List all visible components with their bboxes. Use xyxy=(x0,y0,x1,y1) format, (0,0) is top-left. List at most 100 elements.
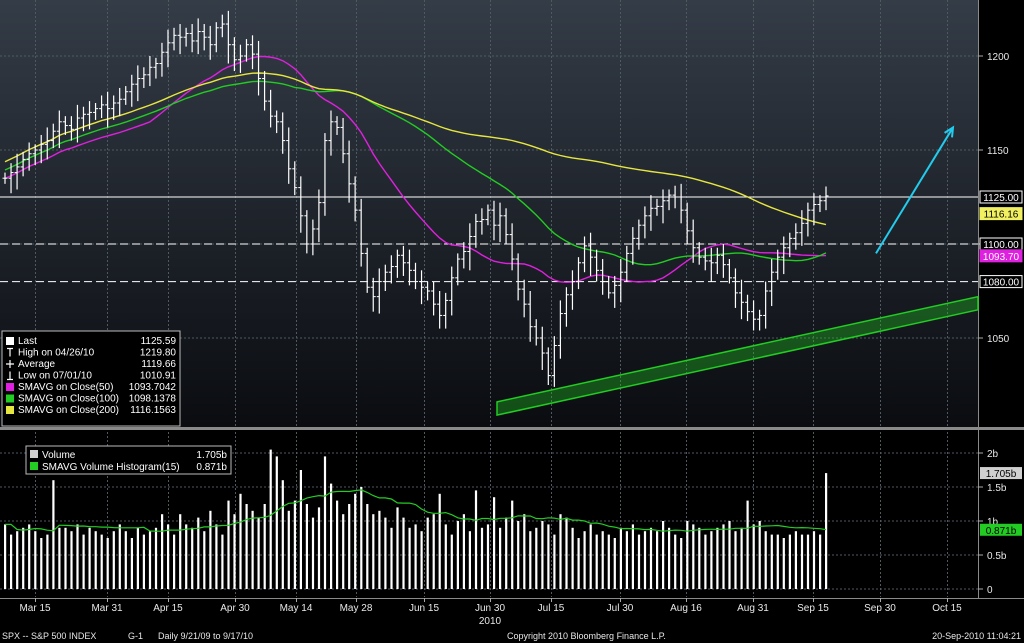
volume-bar xyxy=(710,531,713,589)
volume-bar xyxy=(662,521,665,589)
volume-bars xyxy=(4,449,828,589)
volume-bar xyxy=(354,493,357,589)
volume-bar xyxy=(106,538,109,589)
year-label: 2010 xyxy=(479,616,502,627)
price-legend: Last 1125.59 High on 04/26/10 1219.80 Averag… xyxy=(1,330,181,427)
volume-axis: 0 0.5b 1b 1.5b 2b 1.705b 0.871b xyxy=(978,449,1022,596)
volume-bar xyxy=(698,527,701,589)
volume-bar xyxy=(70,531,73,589)
volume-bar xyxy=(275,456,278,589)
date-tick-label: Jul 15 xyxy=(538,603,565,614)
volume-bar xyxy=(746,500,749,589)
legend-label: Low on 07/01/10 xyxy=(18,371,92,382)
legend-value: 1125.59 xyxy=(141,336,177,347)
volume-bar xyxy=(215,524,218,589)
volume-bar xyxy=(637,534,641,589)
volume-bar xyxy=(740,527,743,589)
volume-bar xyxy=(414,524,417,589)
volume-bar xyxy=(619,527,622,589)
volume-bar xyxy=(819,534,822,589)
date-tick-label: Oct 15 xyxy=(932,603,962,614)
volume-bar xyxy=(161,514,164,589)
volume-bar xyxy=(40,538,43,589)
volume-legend-value: 0.871b xyxy=(196,462,227,473)
volume-badge xyxy=(980,523,1022,536)
volume-bar xyxy=(58,527,61,589)
volume-bar xyxy=(776,534,779,589)
volume-bar xyxy=(209,510,212,589)
volume-bar xyxy=(788,534,791,589)
sma-line xyxy=(4,72,827,226)
volume-bar xyxy=(402,517,405,589)
volume-bar xyxy=(336,500,339,589)
volume-bar xyxy=(100,534,103,589)
volume-badge-label: 1.705b xyxy=(986,469,1017,480)
volume-bar xyxy=(728,521,731,589)
date-tick-label: Aug 16 xyxy=(670,603,702,614)
volume-bar xyxy=(505,517,508,589)
volume-bar xyxy=(185,524,188,589)
volume-bar xyxy=(305,504,308,589)
volume-bar xyxy=(408,527,411,589)
price-tick-label: 1050 xyxy=(987,334,1010,345)
reference-lines xyxy=(0,196,978,283)
volume-bar xyxy=(547,524,550,589)
volume-bar xyxy=(239,493,242,589)
volume-bar xyxy=(474,490,478,589)
price-tick-label: 1200 xyxy=(987,52,1010,63)
volume-bar xyxy=(10,534,13,589)
volume-bar xyxy=(559,514,562,589)
volume-bar xyxy=(281,480,284,589)
volume-bar xyxy=(245,504,248,589)
volume-bar xyxy=(511,500,514,589)
volume-bar xyxy=(396,507,399,589)
volume-bar xyxy=(589,524,592,589)
volume-bar xyxy=(426,517,429,589)
date-tick-label: May 28 xyxy=(340,603,373,614)
volume-bar xyxy=(28,524,31,589)
price-badge-label: 1093.70 xyxy=(983,252,1020,263)
legend-swatch xyxy=(6,394,14,403)
price-badge xyxy=(979,275,1023,289)
date-tick-label: Jun 15 xyxy=(409,603,439,614)
volume-bar xyxy=(173,534,176,589)
volume-bar xyxy=(456,521,459,589)
legend-value: 1098.1378 xyxy=(129,394,177,405)
volume-bar xyxy=(323,456,327,589)
volume-bar xyxy=(366,504,369,589)
volume-bar xyxy=(360,487,363,589)
legend-label: Last xyxy=(18,336,37,347)
volume-badge-label: 0.871b xyxy=(986,526,1017,537)
volume-bar xyxy=(203,531,206,589)
volume-bar xyxy=(82,534,85,589)
volume-average-line xyxy=(5,489,827,532)
volume-bar xyxy=(317,507,321,589)
volume-tick-label: 0.5b xyxy=(987,551,1007,562)
volume-bar xyxy=(825,473,828,589)
volume-bar xyxy=(444,524,447,589)
volume-bar xyxy=(233,514,236,589)
volume-badge xyxy=(980,467,1022,480)
date-tick-label: Sep 15 xyxy=(797,603,829,614)
volume-bar xyxy=(112,531,115,589)
volume-bar xyxy=(692,524,695,589)
volume-bar xyxy=(88,527,91,589)
volume-bar xyxy=(674,534,677,589)
volume-bar xyxy=(577,538,580,589)
volume-bar xyxy=(631,524,634,589)
volume-bar xyxy=(287,510,290,589)
sma-line xyxy=(4,80,827,266)
date-tick-label: May 14 xyxy=(280,603,313,614)
volume-bar xyxy=(643,531,647,589)
volume-bar xyxy=(752,524,755,589)
volume-bar xyxy=(686,521,689,589)
legend-label: SMAVG on Close(100) xyxy=(18,394,119,405)
volume-bar xyxy=(468,531,471,589)
volume-bar xyxy=(517,521,520,589)
volume-bar xyxy=(462,514,465,589)
volume-bar xyxy=(52,480,55,589)
volume-bar xyxy=(311,517,315,589)
volume-bar xyxy=(227,500,230,589)
volume-bar xyxy=(64,527,67,589)
